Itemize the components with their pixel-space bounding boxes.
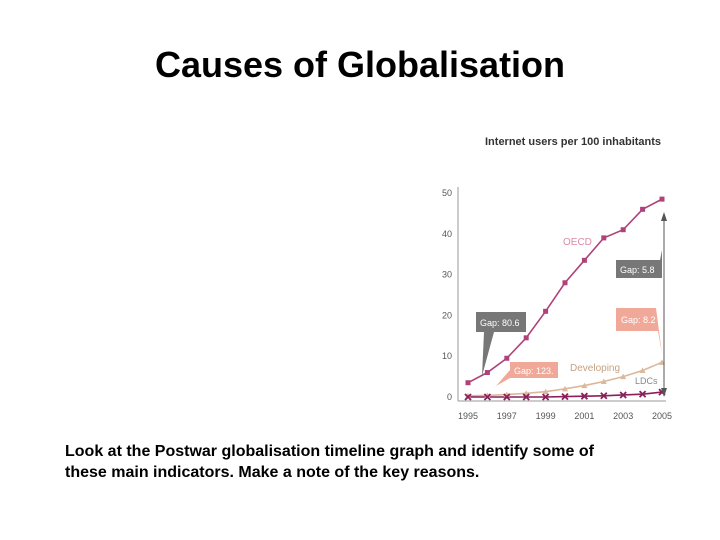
chart-title: Internet users per 100 inhabitants	[485, 136, 661, 148]
y-tick-label: 40	[442, 229, 452, 239]
data-point-oecd	[581, 257, 587, 263]
series-label-developing: Developing	[570, 363, 620, 374]
chart-container: Internet users per 100 inhabitants 0 10 20…	[430, 126, 680, 426]
data-point-ldcs	[619, 391, 627, 399]
data-point-developing	[562, 385, 568, 392]
slide-title: Causes of Globalisation	[154, 44, 566, 85]
gap-callout-2005-dev: Gap: 8.2	[616, 308, 662, 354]
data-point-ldcs	[541, 393, 550, 401]
chart-axes	[457, 187, 666, 402]
x-tick-label: 1997	[497, 411, 517, 421]
data-point-developing	[465, 392, 471, 399]
data-point-ldcs	[464, 393, 472, 401]
gap-label-1995-oecd: Gap: 80.6	[480, 318, 520, 328]
data-point-oecd	[659, 196, 665, 202]
y-tick-label: 50	[442, 188, 452, 198]
series-line-oecd	[467, 198, 663, 384]
data-point-oecd	[640, 206, 646, 212]
gap-label-1995-dev: Gap: 123.	[514, 366, 554, 376]
gap-callout-1995-oecd: Gap: 80.6	[476, 312, 526, 376]
instruction-line-2: these main indicators. Make a note of th…	[65, 464, 480, 481]
series-label-oecd: OECD	[563, 237, 592, 248]
gap-callout-1995-dev: Gap: 123.	[496, 362, 558, 386]
data-point-oecd	[523, 335, 529, 341]
gap-label-2005-dev: Gap: 8.2	[621, 315, 656, 325]
series-lines	[467, 198, 663, 398]
data-point-developing	[639, 367, 646, 373]
y-tick-label: 10	[442, 351, 452, 361]
y-tick-label: 20	[442, 310, 452, 320]
data-point-developing	[600, 378, 607, 384]
data-point-ldcs	[561, 392, 569, 401]
data-point-ldcs	[580, 392, 589, 400]
data-point-developing	[620, 373, 627, 380]
instruction-text: Look at the Postwar globalisation timeli…	[65, 441, 685, 483]
instruction-line-1: Look at the Postwar globalisation timeli…	[65, 443, 594, 460]
data-point-oecd	[543, 308, 549, 314]
data-point-oecd	[465, 380, 471, 386]
data-point-oecd	[601, 235, 607, 241]
x-tick-label: 1995	[458, 411, 478, 421]
data-point-oecd	[484, 370, 490, 376]
gap-arrow-head-top	[661, 212, 667, 221]
x-tick-label: 1999	[536, 411, 556, 421]
y-tick-label: 0	[447, 392, 452, 402]
x-tick-label: 2001	[574, 411, 594, 421]
line-chart: Internet users per 100 inhabitants 0 10 20…	[442, 136, 672, 421]
gap-callout-2005-oecd: Gap: 5.8	[616, 250, 662, 278]
series-label-ldcs: LDCs	[635, 376, 658, 386]
y-tick-label: 30	[442, 270, 452, 280]
gap-label-2005-oecd: Gap: 5.8	[620, 265, 655, 275]
data-point-ldcs	[483, 393, 492, 401]
data-point-developing	[542, 388, 549, 395]
data-point-ldcs	[522, 393, 530, 401]
x-tick-label: 2005	[652, 411, 672, 421]
data-point-oecd	[620, 227, 626, 233]
data-point-ldcs	[638, 390, 647, 398]
data-point-oecd	[504, 355, 510, 361]
data-point-oecd	[562, 280, 568, 286]
gap-arrow-head-bottom	[661, 388, 667, 397]
data-point-ldcs	[503, 393, 511, 401]
series-markers	[464, 196, 666, 401]
x-tick-label: 2003	[613, 411, 633, 421]
data-point-developing	[581, 382, 588, 389]
data-point-ldcs	[600, 392, 608, 400]
axis-ticks: 0 10 20 30 40 50 1995 1997 1999 2001 2003 2005	[442, 188, 672, 421]
